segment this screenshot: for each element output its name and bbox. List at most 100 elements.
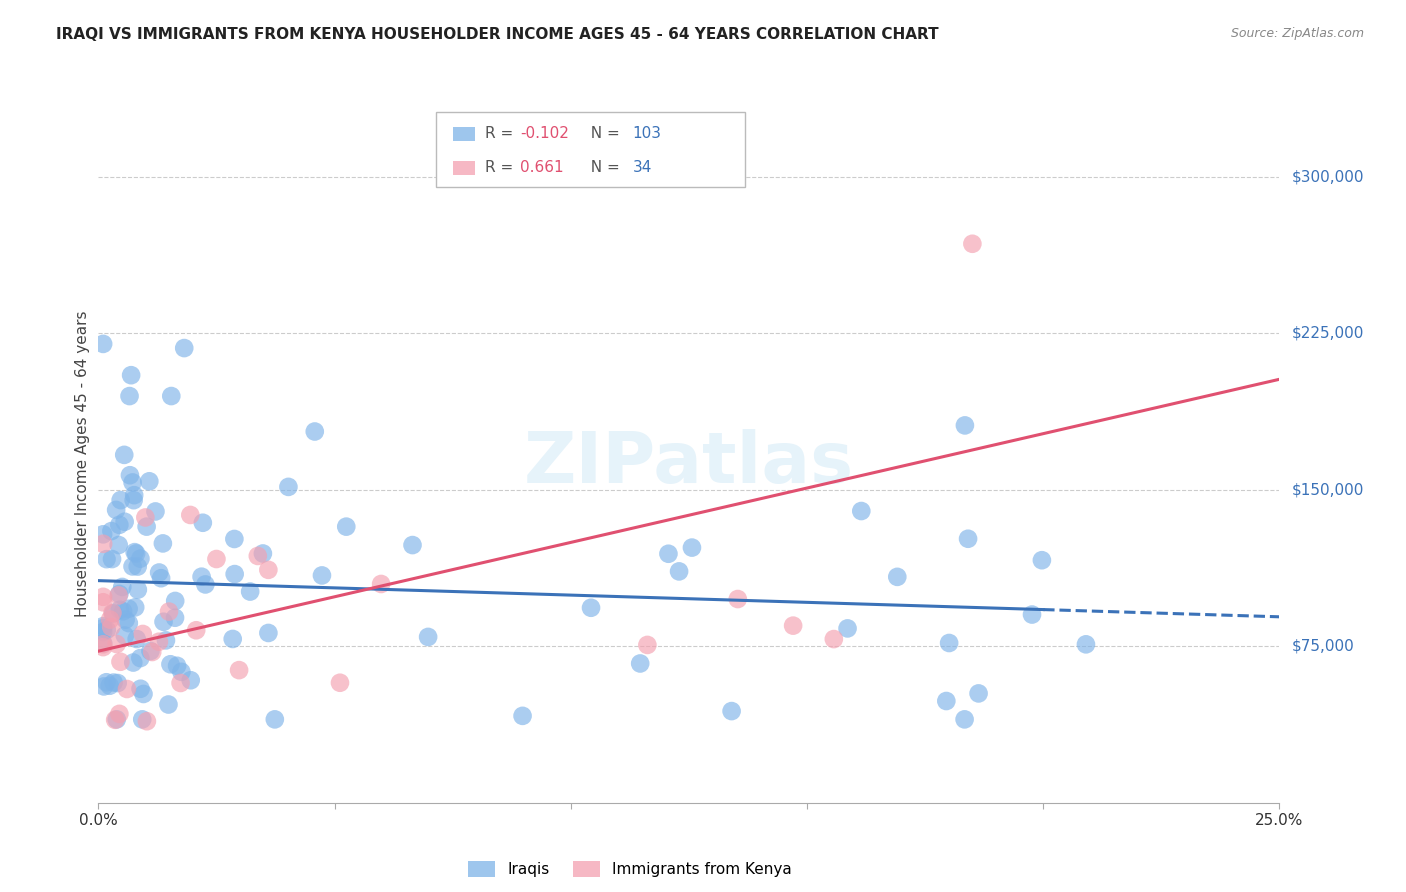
Point [246,549,269,563]
Point [148,566,170,580]
Point [370,577,392,591]
Point [579,600,602,615]
Point [124,600,146,615]
Point [91,621,114,635]
Point [186,624,208,638]
Point [657,547,679,561]
Point [935,694,957,708]
Point [135,519,157,533]
Point [103,607,125,621]
Point [953,418,976,433]
Point [141,645,163,659]
Point [112,604,135,618]
Point [129,651,152,665]
Point [101,606,124,620]
Point [166,658,188,673]
Point [720,704,742,718]
Point [886,570,908,584]
Text: IRAQI VS IMMIGRANTS FROM KENYA HOUSEHOLDER INCOME AGES 45 - 64 YEARS CORRELATION: IRAQI VS IMMIGRANTS FROM KENYA HOUSEHOLD… [56,27,939,42]
Point [957,532,980,546]
Point [139,644,162,658]
Point [257,626,280,640]
Point [104,713,127,727]
Point [107,589,129,603]
Point [114,613,136,627]
Point [155,633,177,648]
Point [108,587,131,601]
Point [105,712,128,726]
Text: $75,000: $75,000 [1291,639,1354,654]
Point [239,584,262,599]
Point [152,615,174,629]
Point [118,389,141,403]
Point [105,503,128,517]
Point [118,616,141,631]
Point [224,532,246,546]
Point [91,636,114,650]
Point [416,630,439,644]
Point [105,637,128,651]
Text: R =: R = [485,127,519,141]
Point [96,675,118,690]
Point [512,709,534,723]
Point [837,621,859,635]
Point [122,488,145,502]
Point [851,504,873,518]
Point [636,638,658,652]
Point [122,656,145,670]
Point [132,687,155,701]
Point [194,577,217,591]
Point [252,546,274,560]
Point [101,552,124,566]
Point [823,632,845,646]
Point [91,537,114,551]
Point [111,580,134,594]
Legend: Iraqis, Immigrants from Kenya: Iraqis, Immigrants from Kenya [461,855,799,883]
Point [131,712,153,726]
Point [152,536,174,550]
Point [114,515,136,529]
Point [179,508,201,522]
Point [96,552,118,566]
Point [91,527,114,541]
Point [263,712,285,726]
Point [96,623,118,637]
Point [311,568,333,582]
Point [277,480,299,494]
Point [163,611,186,625]
Point [120,368,142,383]
Point [145,504,167,518]
Point [165,594,187,608]
Point [967,686,990,700]
Point [257,563,280,577]
Text: N =: N = [581,161,628,175]
Point [132,627,155,641]
Text: -0.102: -0.102 [520,127,569,141]
Point [108,603,131,617]
Point [110,655,132,669]
Point [180,673,202,688]
Point [224,567,246,582]
Point [121,559,143,574]
Point [127,582,149,597]
Point [100,524,122,538]
Point [134,510,156,524]
Point [228,663,250,677]
Point [110,493,132,508]
Point [107,538,129,552]
Point [122,493,145,508]
Point [170,665,193,679]
Text: $150,000: $150,000 [1291,483,1364,498]
Text: $225,000: $225,000 [1291,326,1364,341]
Point [157,605,180,619]
Point [91,637,114,651]
Point [727,592,749,607]
Point [125,546,148,560]
Point [962,236,984,251]
Text: N =: N = [581,127,624,141]
Point [112,448,135,462]
Point [91,590,114,604]
Point [114,628,136,642]
Point [782,618,804,632]
Point [148,634,170,648]
